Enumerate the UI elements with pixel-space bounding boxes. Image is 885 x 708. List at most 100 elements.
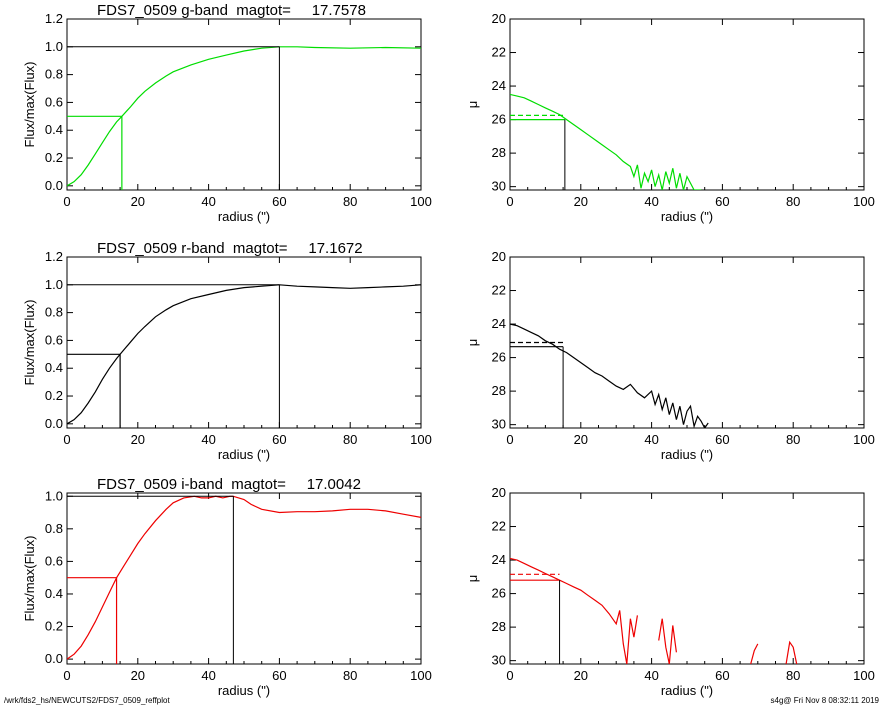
- y-tick-label: 24: [492, 78, 506, 93]
- x-axis-label: radius ("): [218, 209, 270, 224]
- x-axis-label: radius ("): [218, 447, 270, 462]
- x-tick-label: 100: [853, 668, 875, 683]
- chart-title: FDS7_0509 i-band magtot= 17.0042: [97, 476, 361, 493]
- series-line: [67, 495, 421, 660]
- y-tick-label: 0.8: [45, 67, 63, 82]
- series-line: [67, 284, 421, 425]
- x-tick-label: 60: [715, 194, 729, 209]
- y-tick-label: 0.4: [45, 586, 63, 601]
- x-tick-label: 40: [201, 432, 215, 447]
- series-line: [510, 93, 702, 190]
- y-tick-label: 26: [492, 586, 506, 601]
- panel-3: 0 20 40 60 80 100 0.0 0.2 0.4 0.6 0.8 1.0 1.2 radius …: [22, 240, 432, 462]
- series-line: [750, 643, 759, 664]
- y-axis-label: μ: [465, 339, 480, 347]
- y-tick-label: 1.0: [45, 277, 63, 292]
- x-tick-label: 60: [715, 432, 729, 447]
- plot-area: [510, 557, 798, 664]
- y-tick-label: 1.2: [45, 11, 63, 26]
- series-line: [67, 46, 421, 187]
- x-tick-label: 100: [853, 432, 875, 447]
- axes-frame: [66, 492, 422, 665]
- x-tick-label: 0: [63, 432, 70, 447]
- y-tick-label: 26: [492, 350, 506, 365]
- y-tick-label: 22: [492, 283, 506, 298]
- panel-6: 0 20 40 60 80 100 20 22 24 26 28 30 radius (") μ: [465, 485, 875, 698]
- chart-title: FDS7_0509 r-band magtot= 17.1672: [97, 240, 363, 257]
- y-tick-label: 24: [492, 316, 506, 331]
- y-tick-label: 1.0: [45, 39, 63, 54]
- x-tick-label: 40: [644, 668, 658, 683]
- y-tick-label: 0.4: [45, 122, 63, 137]
- x-tick-label: 100: [410, 194, 432, 209]
- x-tick-label: 20: [131, 194, 145, 209]
- y-tick-label: 1.0: [45, 488, 63, 503]
- y-tick-label: 0.2: [45, 388, 63, 403]
- y-tick-label: 0.2: [45, 619, 63, 634]
- plot-area: [67, 495, 421, 664]
- x-tick-label: 60: [272, 668, 286, 683]
- x-axis-label: radius ("): [661, 209, 713, 224]
- y-tick-label: 20: [492, 485, 506, 500]
- y-tick-label: 0.6: [45, 553, 63, 568]
- x-tick-label: 0: [506, 194, 513, 209]
- y-tick-label: 0.2: [45, 150, 63, 165]
- plot-area: [67, 284, 421, 428]
- plot-area: [510, 323, 709, 428]
- series-line: [658, 618, 677, 664]
- axes-frame: [509, 18, 865, 191]
- x-tick-label: 100: [853, 194, 875, 209]
- x-tick-label: 0: [506, 432, 513, 447]
- x-tick-label: 20: [131, 432, 145, 447]
- y-tick-label: 28: [492, 145, 506, 160]
- footer-path: /wrk/fds2_hs/NEWCUTS2/FDS7_0509_reffplot: [4, 696, 170, 705]
- x-tick-label: 60: [272, 194, 286, 209]
- x-tick-label: 40: [644, 194, 658, 209]
- y-tick-label: 28: [492, 383, 506, 398]
- y-tick-label: 26: [492, 112, 506, 127]
- series-line: [785, 640, 798, 664]
- series-line: [510, 557, 638, 664]
- x-tick-label: 20: [131, 668, 145, 683]
- y-tick-label: 0.8: [45, 521, 63, 536]
- y-tick-label: 0.0: [45, 416, 63, 431]
- y-tick-label: 22: [492, 519, 506, 534]
- x-tick-label: 100: [410, 668, 432, 683]
- x-axis-label: radius ("): [661, 683, 713, 698]
- x-tick-label: 80: [343, 668, 357, 683]
- y-tick-label: 30: [492, 179, 506, 194]
- y-tick-label: 30: [492, 417, 506, 432]
- y-axis-label: μ: [465, 101, 480, 109]
- chart-title: FDS7_0509 g-band magtot= 17.7578: [97, 2, 366, 19]
- x-tick-label: 20: [574, 432, 588, 447]
- x-axis-label: radius ("): [661, 447, 713, 462]
- y-tick-label: 0.8: [45, 305, 63, 320]
- x-tick-label: 80: [786, 432, 800, 447]
- y-tick-label: 1.2: [45, 249, 63, 264]
- axes-frame: [66, 18, 422, 191]
- x-tick-label: 60: [272, 432, 286, 447]
- y-axis-label: μ: [465, 575, 480, 583]
- x-tick-label: 80: [343, 194, 357, 209]
- y-tick-label: 0.4: [45, 360, 63, 375]
- y-tick-label: 0.6: [45, 94, 63, 109]
- panel-1: 0 20 40 60 80 100 0.0 0.2 0.4 0.6 0.8 1.0 1.2 radius …: [22, 2, 432, 224]
- panel-5: 0 20 40 60 80 100 0.0 0.2 0.4 0.6 0.8 1.0 radius (")…: [22, 476, 432, 698]
- y-tick-label: 0.0: [45, 178, 63, 193]
- x-tick-label: 80: [786, 668, 800, 683]
- y-tick-label: 22: [492, 45, 506, 60]
- panel-4: 0 20 40 60 80 100 20 22 24 26 28 30 radius (") μ: [465, 249, 875, 462]
- x-tick-label: 60: [715, 668, 729, 683]
- axes-frame: [509, 492, 865, 665]
- series-line: [510, 323, 709, 428]
- x-tick-label: 0: [506, 668, 513, 683]
- y-axis-label: Flux/max(Flux): [22, 536, 37, 622]
- y-axis-label: Flux/max(Flux): [22, 62, 37, 148]
- y-tick-label: 0.0: [45, 651, 63, 666]
- x-axis-label: radius ("): [218, 683, 270, 698]
- y-axis-label: Flux/max(Flux): [22, 300, 37, 386]
- x-tick-label: 40: [201, 194, 215, 209]
- panel-2: 0 20 40 60 80 100 20 22 24 26 28 30 radius (") μ: [465, 11, 875, 224]
- x-tick-label: 40: [644, 432, 658, 447]
